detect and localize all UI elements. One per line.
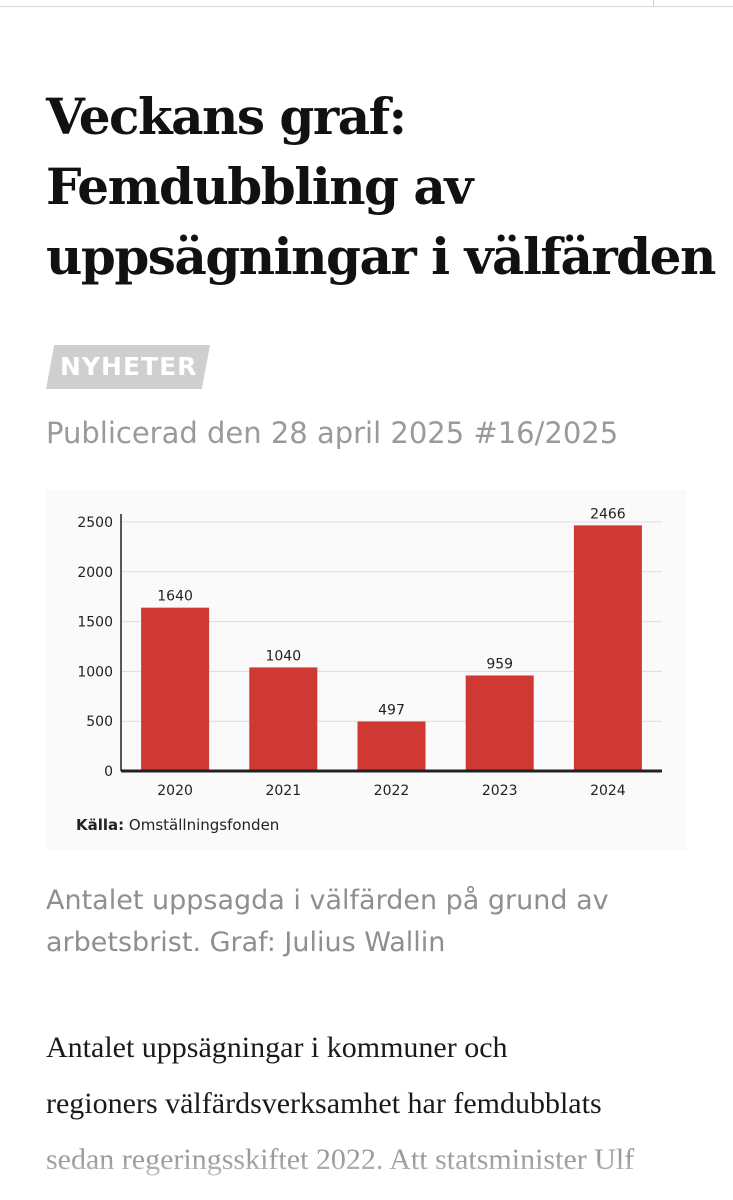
x-tick-label: 2021 (265, 783, 301, 799)
data-label: 959 (486, 656, 513, 672)
bar (141, 607, 210, 771)
bar (249, 667, 318, 771)
y-tick-label: 0 (104, 764, 113, 780)
headline-line-2: Femdubbling av (46, 157, 473, 216)
chart-figure: 0 500 1000 1500 2000 2500 1640 2020 1040 2021 497 2… (46, 490, 686, 850)
y-tick-label: 2000 (77, 565, 113, 581)
bottom-fade (0, 1160, 733, 1200)
x-tick-label: 2020 (157, 783, 193, 799)
data-label: 497 (378, 702, 405, 718)
publish-info: Publicerad den 28 april 2025 #16/2025 (46, 416, 619, 450)
x-tick-label: 2022 (374, 783, 410, 799)
y-tick-label: 1500 (77, 615, 113, 631)
section-tag-label: NYHETER (60, 352, 198, 381)
chart-source: Källa: Omställningsfonden (76, 816, 279, 834)
section-tag-background (46, 345, 210, 389)
section-tag[interactable]: NYHETER (46, 345, 210, 389)
article-body: Antalet uppsägningar i kommuner och regi… (46, 1020, 726, 1188)
bar (357, 721, 426, 771)
bar (573, 525, 642, 771)
top-bar-divider (653, 0, 654, 6)
y-tick-label: 2500 (77, 515, 113, 531)
headline-line-1: Veckans graf: (46, 87, 407, 146)
data-label: 1640 (157, 589, 193, 605)
bar-chart: 0 500 1000 1500 2000 2500 1640 2020 1040 2021 497 2… (76, 506, 662, 834)
top-bar (0, 0, 733, 7)
data-label: 1040 (265, 648, 301, 664)
body-line-1: Antalet uppsägningar i kommuner och (46, 1031, 508, 1064)
chart-source-label: Källa: (76, 816, 124, 834)
chart-source-name: Omställningsfonden (124, 816, 279, 834)
y-tick-label: 1000 (77, 664, 113, 680)
x-tick-label: 2023 (482, 783, 518, 799)
bar (465, 675, 534, 771)
data-label: 2466 (590, 506, 626, 522)
y-tick-label: 500 (86, 714, 113, 730)
headline-line-3: uppsägningar i välfärden (46, 227, 716, 286)
body-line-2: regioners välfärdsverksamhet har femdubb… (46, 1087, 602, 1120)
x-tick-label: 2024 (590, 783, 626, 799)
article-headline: Veckans graf: Femdubbling av uppsägninga… (46, 82, 716, 292)
chart-caption: Antalet uppsagda i välfärden på grund av… (46, 885, 609, 958)
